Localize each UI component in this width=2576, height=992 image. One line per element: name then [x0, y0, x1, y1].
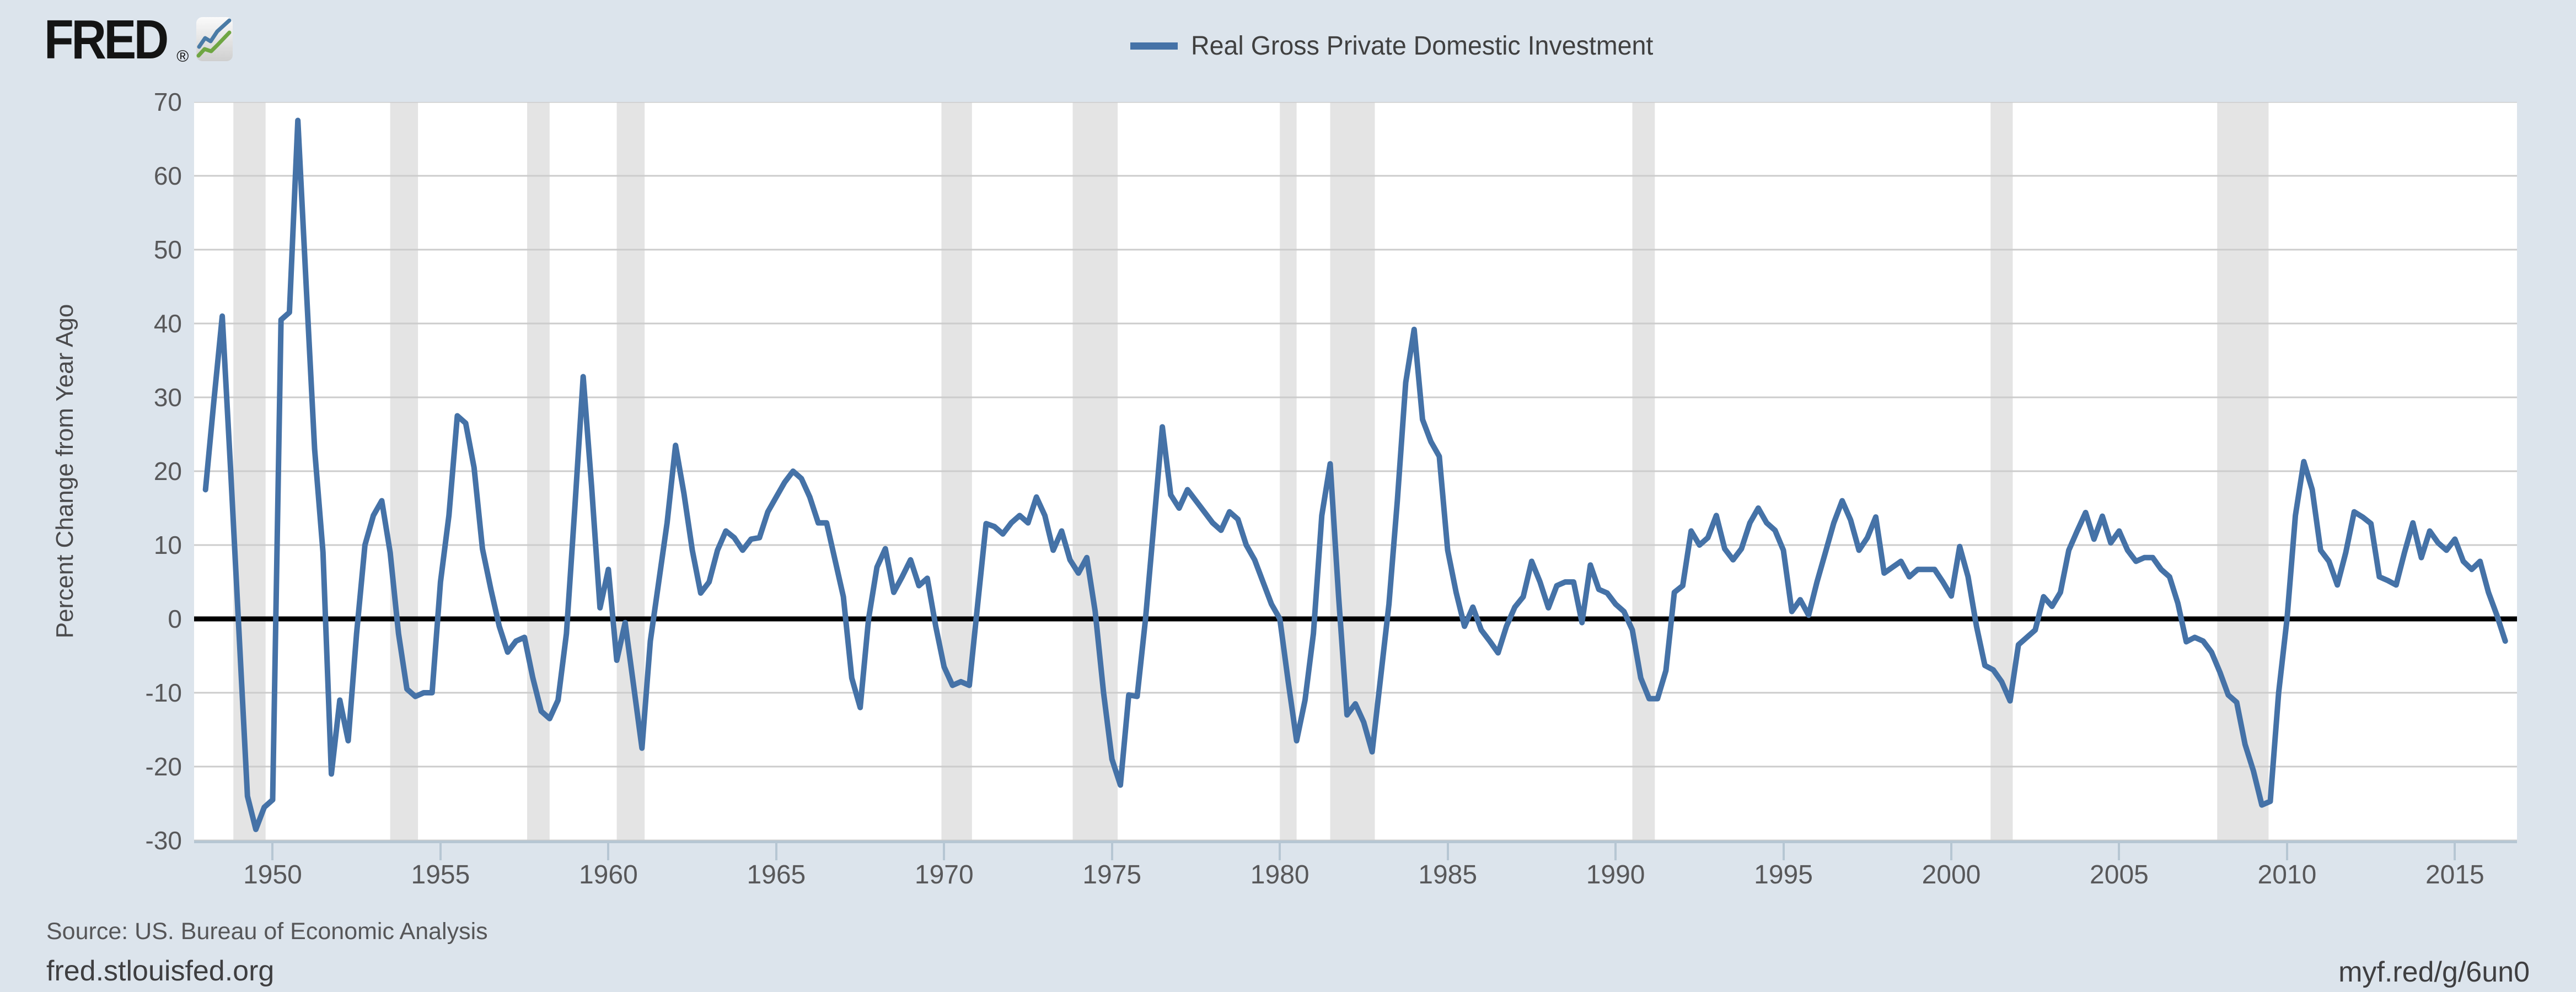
y-tick--20: -20: [145, 752, 182, 781]
x-axis-line: [194, 840, 2517, 843]
fred-logo-text: FRED: [44, 9, 169, 71]
y-tick-30: 30: [153, 383, 182, 412]
x-tick-mark-1950: [271, 842, 274, 860]
x-tick-1950: 1950: [243, 860, 302, 889]
y-tick-40: 40: [153, 309, 182, 338]
x-tick-2005: 2005: [2090, 860, 2149, 889]
x-tick-mark-1960: [607, 842, 610, 860]
chart-short-url: myf.red/g/6un0: [2338, 956, 2530, 988]
y-tick-20: 20: [153, 457, 182, 486]
x-tick-1960: 1960: [578, 860, 638, 889]
x-tick-mark-1980: [1279, 842, 1281, 860]
x-tick-1980: 1980: [1250, 860, 1310, 889]
fred-chart-icon: [196, 17, 233, 64]
source-note: Source: US. Bureau of Economic Analysis: [46, 918, 488, 945]
x-tick-mark-1955: [439, 842, 442, 860]
x-tick-mark-2010: [2285, 842, 2288, 860]
data-line-series: [202, 117, 2508, 832]
fred-site-url: fred.stlouisfed.org: [46, 955, 275, 987]
y-tick-70: 70: [153, 88, 182, 116]
legend-line-swatch: [1130, 42, 1178, 50]
x-tick-mark-1995: [1782, 842, 1785, 860]
x-tick-mark-2000: [1950, 842, 1952, 860]
x-tick-1955: 1955: [411, 860, 470, 889]
x-tick-mark-1990: [1614, 842, 1617, 860]
x-tick-1990: 1990: [1586, 860, 1645, 889]
fred-logo: FRED ®: [44, 9, 233, 71]
y-tick-10: 10: [153, 531, 182, 559]
x-tick-1975: 1975: [1082, 860, 1142, 889]
line-chart-plot: [194, 102, 2517, 840]
y-tick--30: -30: [145, 826, 182, 855]
x-tick-mark-1975: [1110, 842, 1113, 860]
x-tick-mark-1970: [943, 842, 946, 860]
x-tick-2000: 2000: [1922, 860, 1981, 889]
y-tick-60: 60: [153, 161, 182, 190]
x-tick-mark-2005: [2118, 842, 2121, 860]
x-tick-2010: 2010: [2257, 860, 2317, 889]
x-tick-1965: 1965: [747, 860, 806, 889]
x-tick-1970: 1970: [914, 860, 974, 889]
y-tick-0: 0: [168, 605, 182, 633]
y-tick-50: 50: [153, 235, 182, 264]
y-axis-title: Percent Change from Year Ago: [51, 304, 78, 639]
registered-trademark-symbol: ®: [176, 47, 189, 66]
x-tick-mark-1965: [775, 842, 777, 860]
x-tick-2015: 2015: [2425, 860, 2484, 889]
legend-series-label: Real Gross Private Domestic Investment: [1191, 31, 1654, 61]
x-tick-1985: 1985: [1418, 860, 1478, 889]
chart-legend: Real Gross Private Domestic Investment: [1130, 26, 1667, 65]
x-tick-mark-2015: [2454, 842, 2456, 860]
x-tick-mark-1985: [1446, 842, 1449, 860]
y-tick--10: -10: [145, 678, 182, 707]
x-tick-1995: 1995: [1754, 860, 1813, 889]
